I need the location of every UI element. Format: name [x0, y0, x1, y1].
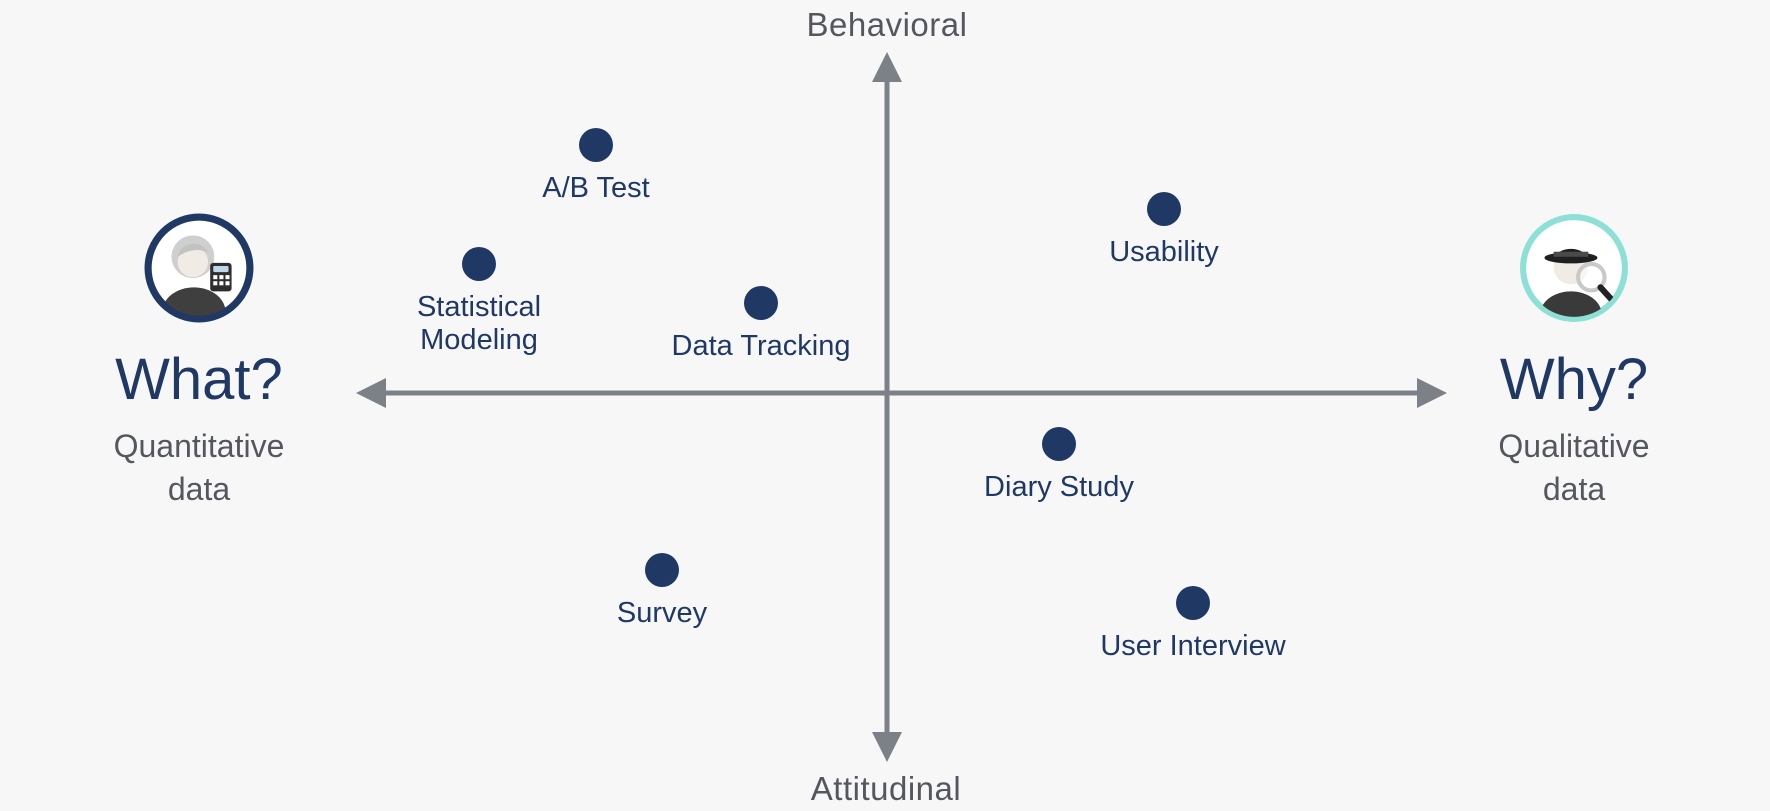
- data-point-dot: [462, 247, 496, 281]
- data-point-label: User Interview: [1100, 630, 1286, 662]
- what-title: What?: [115, 347, 283, 412]
- data-point-label: Data Tracking: [671, 330, 851, 362]
- detective-with-magnifier-icon: [1520, 214, 1628, 322]
- qualitative-subtitle: Qualitative data: [1498, 427, 1650, 508]
- why-qualitative-group: Why? Qualitative data: [1466, 212, 1682, 511]
- behavioral-axis-label: Behavioral: [806, 6, 968, 43]
- data-point-label: Survey: [616, 597, 708, 629]
- data-point-dot: [1147, 192, 1181, 226]
- what-quantitative-group: What? Quantitative data: [91, 212, 307, 511]
- data-point-dot: [744, 286, 778, 320]
- why-title: Why?: [1499, 347, 1649, 412]
- data-point-dot: [1042, 427, 1076, 461]
- data-point-label: Statistical Modeling: [416, 291, 542, 357]
- data-point-dot: [645, 553, 679, 587]
- attitudinal-axis-label: Attitudinal: [810, 770, 962, 807]
- data-point-label: A/B Test: [542, 172, 650, 204]
- data-point-label: Diary Study: [984, 471, 1134, 503]
- data-point-label: Usability: [1109, 236, 1219, 268]
- data-point-dot: [1176, 586, 1210, 620]
- quantitative-subtitle: Quantitative data: [113, 427, 285, 508]
- analyst-with-calculator-icon: [144, 213, 254, 323]
- data-point-dot: [579, 128, 613, 162]
